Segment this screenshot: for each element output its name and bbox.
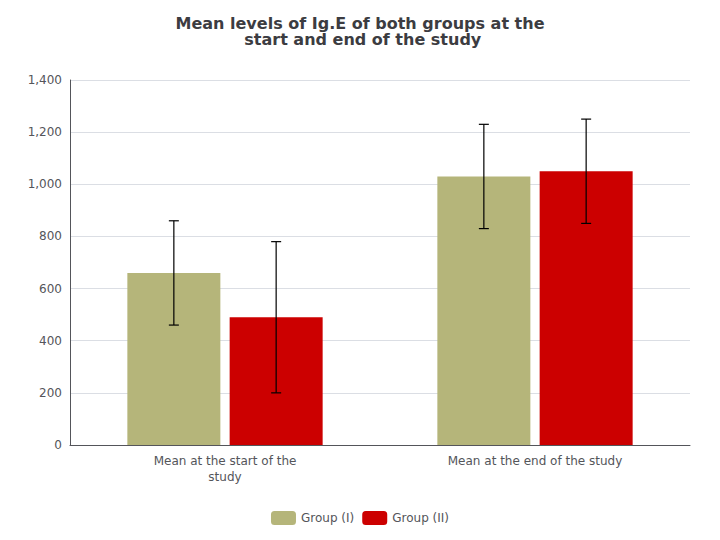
svg-text:Mean at the end of the study: Mean at the end of the study: [448, 454, 622, 468]
svg-text:study: study: [208, 470, 241, 484]
svg-text:600: 600: [39, 282, 62, 296]
svg-text:start and end of the study: start and end of the study: [239, 30, 482, 49]
svg-text:200: 200: [39, 386, 62, 400]
svg-text:Group (I): Group (I): [301, 511, 354, 525]
svg-text:0: 0: [54, 438, 62, 452]
svg-text:1,400: 1,400: [28, 73, 62, 87]
svg-text:400: 400: [39, 334, 62, 348]
svg-text:800: 800: [39, 229, 62, 243]
svg-text:1,000: 1,000: [28, 177, 62, 191]
svg-text:Group (II): Group (II): [392, 511, 449, 525]
svg-text:Mean levels of Ig.E of both gr: Mean levels of Ig.E of both groups at th…: [175, 13, 545, 33]
svg-text:1,200: 1,200: [28, 125, 62, 139]
svg-text:Mean at the start of the: Mean at the start of the: [154, 454, 297, 468]
